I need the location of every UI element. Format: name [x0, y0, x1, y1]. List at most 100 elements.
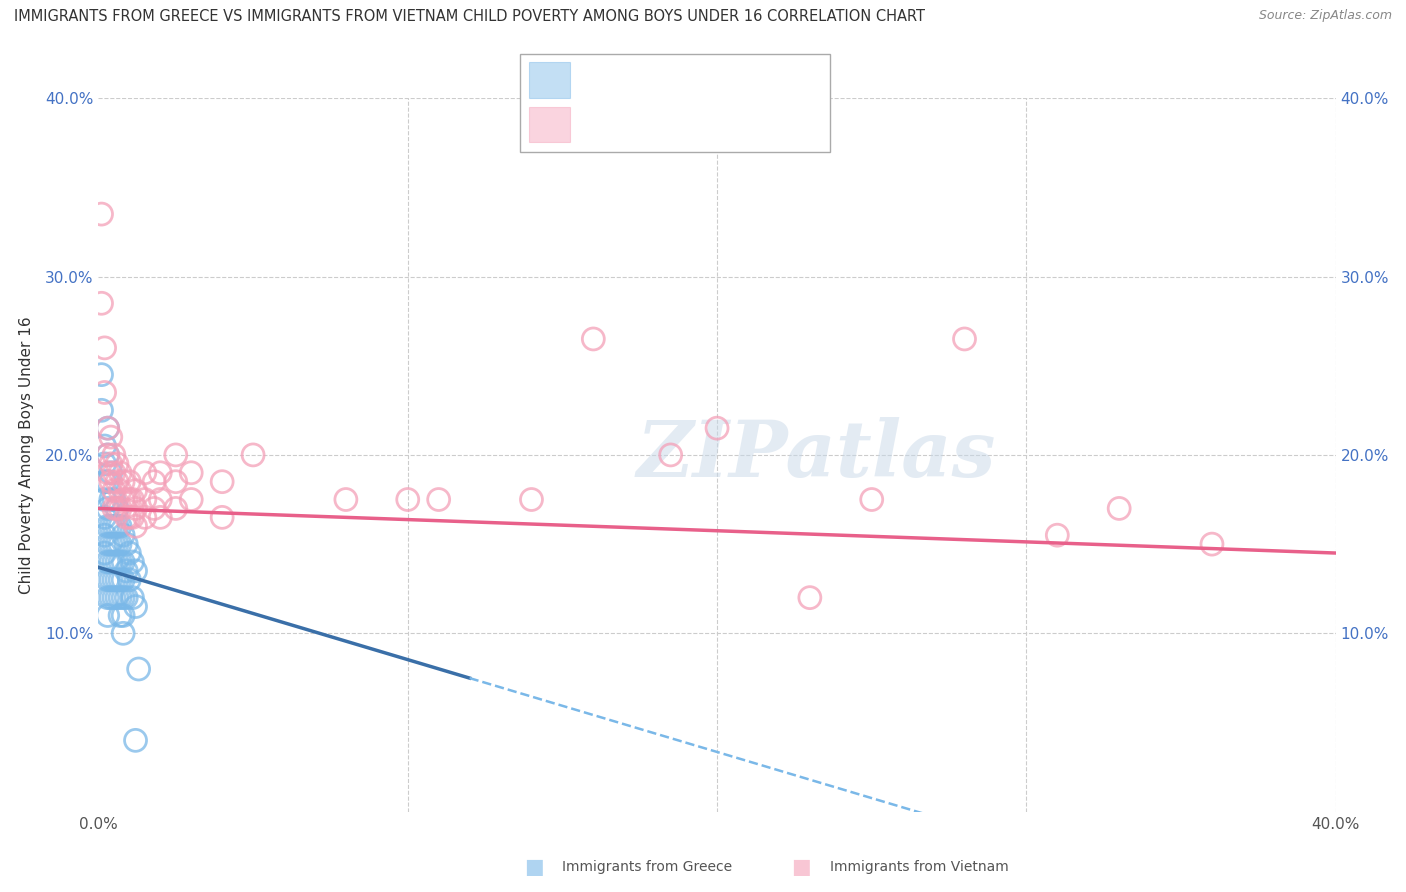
Point — [706, 421, 728, 435]
Point — [112, 555, 135, 569]
Text: 63: 63 — [765, 117, 785, 132]
Point — [93, 475, 115, 489]
Point — [124, 483, 146, 498]
Point — [335, 492, 357, 507]
Point — [121, 555, 143, 569]
Point — [118, 546, 141, 560]
Point — [103, 519, 125, 533]
Point — [97, 537, 120, 551]
Point — [149, 466, 172, 480]
Point — [1108, 501, 1130, 516]
Point — [143, 475, 166, 489]
Point — [103, 555, 125, 569]
Point — [90, 207, 112, 221]
Point — [108, 608, 131, 623]
Point — [100, 519, 122, 533]
Point — [93, 385, 115, 400]
Point — [124, 564, 146, 578]
Text: ■: ■ — [524, 857, 544, 877]
Point — [211, 510, 233, 524]
Point — [100, 555, 122, 569]
Point — [105, 537, 128, 551]
Text: Immigrants from Vietnam: Immigrants from Vietnam — [830, 860, 1008, 874]
Point — [93, 492, 115, 507]
Point — [103, 501, 125, 516]
Point — [100, 492, 122, 507]
Point — [105, 555, 128, 569]
Point — [100, 430, 122, 444]
Point — [112, 492, 135, 507]
Point — [108, 573, 131, 587]
Point — [103, 466, 125, 480]
Text: -0.094: -0.094 — [631, 117, 681, 132]
Point — [112, 608, 135, 623]
Point — [115, 510, 138, 524]
Point — [103, 537, 125, 551]
Point — [97, 591, 120, 605]
Point — [105, 501, 128, 516]
Point — [90, 403, 112, 417]
Point — [165, 448, 187, 462]
Point — [115, 537, 138, 551]
Point — [97, 519, 120, 533]
Point — [124, 501, 146, 516]
Text: N =: N = — [711, 72, 745, 87]
Point — [115, 564, 138, 578]
Point — [112, 475, 135, 489]
Point — [90, 296, 112, 310]
Text: Source: ZipAtlas.com: Source: ZipAtlas.com — [1258, 9, 1392, 22]
Point — [100, 466, 122, 480]
Point — [97, 421, 120, 435]
Point — [97, 555, 120, 569]
Point — [396, 492, 419, 507]
Text: ■: ■ — [792, 857, 811, 877]
Point — [165, 475, 187, 489]
Point — [97, 448, 120, 462]
Text: IMMIGRANTS FROM GREECE VS IMMIGRANTS FROM VIETNAM CHILD POVERTY AMONG BOYS UNDER: IMMIGRANTS FROM GREECE VS IMMIGRANTS FRO… — [14, 9, 925, 24]
Point — [105, 591, 128, 605]
Point — [860, 492, 883, 507]
Y-axis label: Child Poverty Among Boys Under 16: Child Poverty Among Boys Under 16 — [18, 316, 34, 594]
Text: R =: R = — [582, 117, 616, 132]
Point — [121, 591, 143, 605]
Point — [103, 483, 125, 498]
Point — [112, 626, 135, 640]
Point — [520, 492, 543, 507]
Point — [100, 457, 122, 471]
Point — [427, 492, 450, 507]
Point — [1201, 537, 1223, 551]
Point — [90, 368, 112, 382]
Point — [108, 466, 131, 480]
Point — [93, 528, 115, 542]
Point — [149, 510, 172, 524]
Point — [97, 608, 120, 623]
Point — [108, 555, 131, 569]
Point — [121, 510, 143, 524]
Point — [100, 591, 122, 605]
Point — [112, 528, 135, 542]
Point — [659, 448, 682, 462]
Point — [103, 573, 125, 587]
Point — [118, 475, 141, 489]
Point — [93, 457, 115, 471]
Point — [108, 591, 131, 605]
Point — [180, 466, 202, 480]
Point — [118, 492, 141, 507]
FancyBboxPatch shape — [530, 62, 569, 98]
Point — [112, 573, 135, 587]
Point — [134, 510, 156, 524]
Point — [103, 492, 125, 507]
Point — [100, 475, 122, 489]
Point — [100, 537, 122, 551]
Point — [105, 573, 128, 587]
FancyBboxPatch shape — [530, 106, 569, 142]
Text: R =: R = — [582, 72, 616, 87]
Point — [100, 573, 122, 587]
Point — [242, 448, 264, 462]
Point — [108, 519, 131, 533]
Point — [105, 475, 128, 489]
Point — [108, 483, 131, 498]
Point — [149, 492, 172, 507]
Point — [103, 448, 125, 462]
Point — [93, 341, 115, 355]
